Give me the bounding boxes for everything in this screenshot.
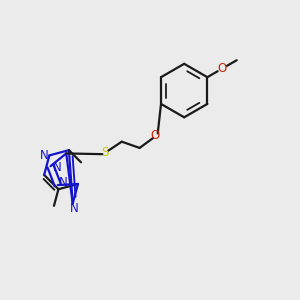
Text: O: O	[218, 62, 227, 75]
Text: N: N	[70, 202, 79, 215]
Text: N: N	[53, 161, 62, 174]
Text: N: N	[40, 149, 48, 162]
Text: N: N	[59, 176, 68, 189]
Text: O: O	[151, 129, 160, 142]
Text: S: S	[102, 146, 109, 159]
